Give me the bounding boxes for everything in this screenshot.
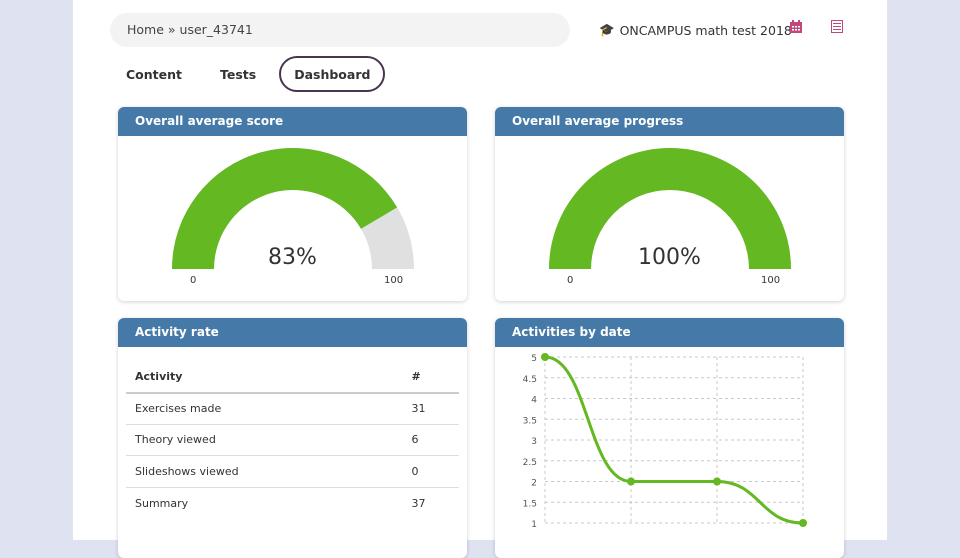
course-name: ONCAMPUS math test 2018 — [619, 22, 792, 38]
gauge-min: 0 — [567, 275, 574, 286]
y-tick-label: 1.5 — [523, 499, 537, 509]
table-row: Summary 37 — [126, 487, 459, 519]
card-title: Overall average progress — [495, 107, 844, 136]
tab-content[interactable]: Content — [126, 67, 182, 82]
breadcrumb-user: user_43741 — [179, 22, 253, 37]
y-tick-label: 2.5 — [523, 458, 537, 468]
breadcrumb-separator: » — [167, 22, 176, 37]
y-tick-label: 4.5 — [523, 375, 537, 385]
activity-table: Activity # Exercises made 31 Theory viewed… — [126, 361, 459, 519]
line-chart: 1 1.5 2 2.5 3 3.5 4 4.5 5 — [523, 353, 807, 530]
cell: Theory viewed — [126, 424, 403, 456]
data-point — [799, 519, 807, 527]
header-count: # — [402, 361, 459, 394]
table-row: Slideshows viewed 0 — [126, 455, 459, 488]
card-title: Overall average score — [118, 107, 467, 136]
gauge-max: 100 — [384, 275, 404, 286]
card-title: Activity rate — [118, 318, 467, 347]
activity-card: Activity rate Activity # Exercises made 31… — [118, 318, 467, 558]
progress-gauge — [549, 147, 791, 269]
cell: Summary — [135, 496, 189, 510]
cell: 0 — [402, 455, 459, 488]
score-card: Overall average score 83% 0 100 — [118, 107, 467, 301]
gauge-fill — [172, 148, 398, 269]
y-tick-label: 1 — [531, 520, 537, 530]
list-icon[interactable] — [831, 20, 843, 37]
tab-dashboard[interactable]: Dashboard — [279, 56, 386, 92]
score-gauge — [172, 147, 414, 269]
data-point — [627, 477, 635, 486]
y-tick-label: 3.5 — [523, 416, 537, 426]
y-tick-label: 5 — [531, 354, 537, 364]
y-tick-label: 3 — [531, 437, 537, 447]
course-title: 🎓 ONCAMPUS math test 2018 — [599, 22, 792, 38]
data-point — [541, 353, 549, 361]
gauge-min: 0 — [190, 275, 197, 286]
activities-chart-card: Activities by date 1 1.5 2 2.5 3 3.5 4 4.5 5 — [495, 318, 844, 558]
page: Home » user_43741 🎓 ONCAMPUS math test 2… — [73, 0, 887, 558]
breadcrumb: Home » user_43741 — [110, 13, 570, 47]
calendar-icon[interactable] — [790, 20, 802, 37]
gauge-value: 100% — [638, 245, 701, 270]
cell: 31 — [402, 392, 459, 425]
cell: 37 — [411, 496, 426, 510]
series-line — [544, 355, 804, 525]
cell: Exercises made — [126, 392, 403, 425]
data-point — [713, 477, 721, 486]
gauge-value: 83% — [268, 245, 317, 270]
tabs: Content Tests Dashboard — [111, 56, 386, 92]
gauge-fill — [549, 147, 791, 269]
y-tick-label: 2 — [531, 479, 537, 489]
cell: 6 — [402, 424, 459, 456]
progress-card: Overall average progress 100% 0 100 — [495, 107, 844, 301]
table-header: Activity # — [126, 361, 459, 394]
table-row: Exercises made 31 — [126, 392, 459, 425]
graduation-cap-icon: 🎓 — [599, 22, 615, 37]
tab-tests[interactable]: Tests — [220, 67, 257, 82]
cell: Slideshows viewed — [126, 455, 403, 488]
breadcrumb-home[interactable]: Home — [127, 22, 164, 37]
card-title: Activities by date — [495, 318, 844, 347]
header-activity: Activity — [126, 361, 403, 394]
y-tick-label: 4 — [531, 396, 537, 406]
table-row: Theory viewed 6 — [126, 424, 459, 456]
gauge-max: 100 — [761, 275, 781, 286]
